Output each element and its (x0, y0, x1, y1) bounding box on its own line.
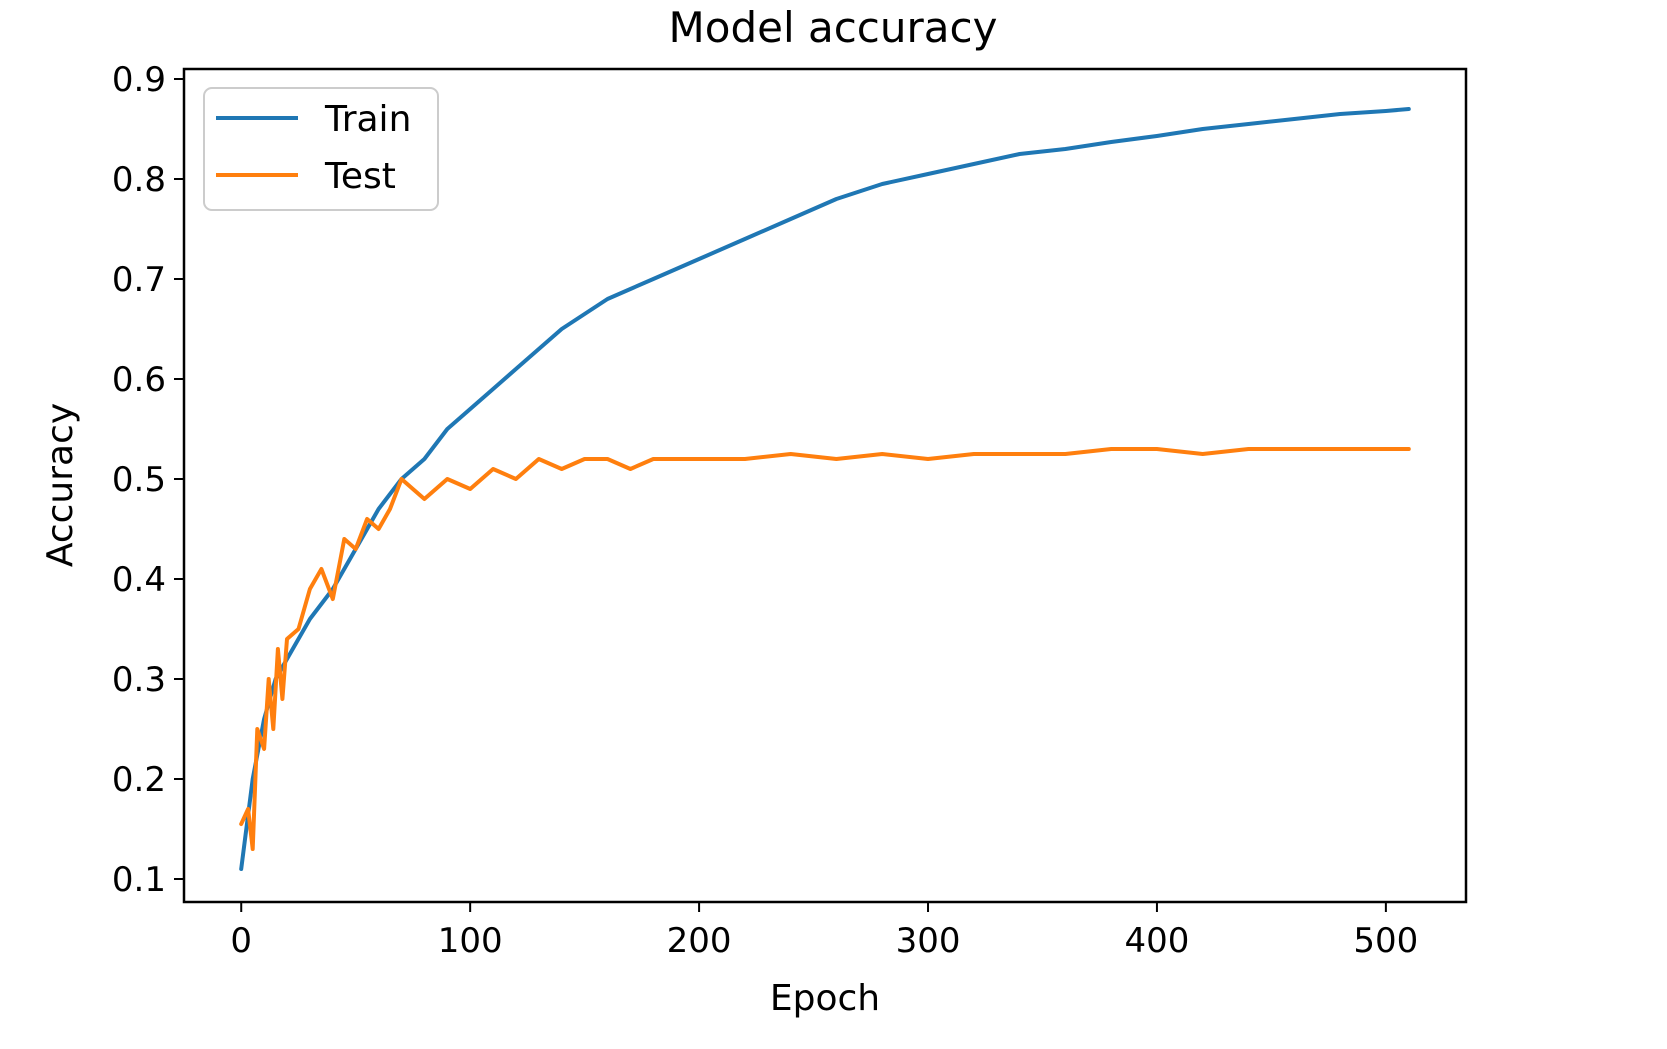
series-line-test (239, 447, 1411, 851)
x-axis-ticks: 0 100 200 300 400 500 (230, 902, 1418, 961)
y-axis-label: Accuracy (40, 403, 81, 567)
x-tick-label: 0 (230, 921, 252, 961)
x-tick-label: 200 (667, 921, 732, 961)
y-tick-label: 0.4 (112, 560, 166, 600)
y-tick-label: 0.9 (112, 60, 166, 100)
chart-title: Model accuracy (669, 3, 998, 52)
y-tick-label: 0.8 (112, 160, 166, 200)
y-tick-label: 0.6 (112, 360, 166, 400)
legend-label-train: Train (324, 99, 411, 140)
x-axis-label: Epoch (770, 978, 880, 1019)
legend-label-test: Test (324, 156, 396, 197)
x-tick-label: 500 (1353, 921, 1418, 961)
y-axis-ticks: 0.1 0.2 0.3 0.4 0.5 0.6 0.7 0.8 0.9 (112, 60, 184, 900)
y-tick-label: 0.7 (112, 260, 166, 300)
series-line-train (239, 107, 1411, 871)
plot-lines (239, 107, 1411, 871)
y-tick-label: 0.2 (112, 760, 166, 800)
plot-frame (182, 67, 1468, 904)
x-tick-label: 300 (896, 921, 961, 961)
y-tick-label: 0.5 (112, 460, 166, 500)
x-tick-label: 100 (438, 921, 503, 961)
legend: Train Test (203, 87, 439, 211)
y-tick-label: 0.3 (112, 660, 166, 700)
x-tick-label: 400 (1124, 921, 1189, 961)
y-tick-label: 0.1 (112, 860, 166, 900)
